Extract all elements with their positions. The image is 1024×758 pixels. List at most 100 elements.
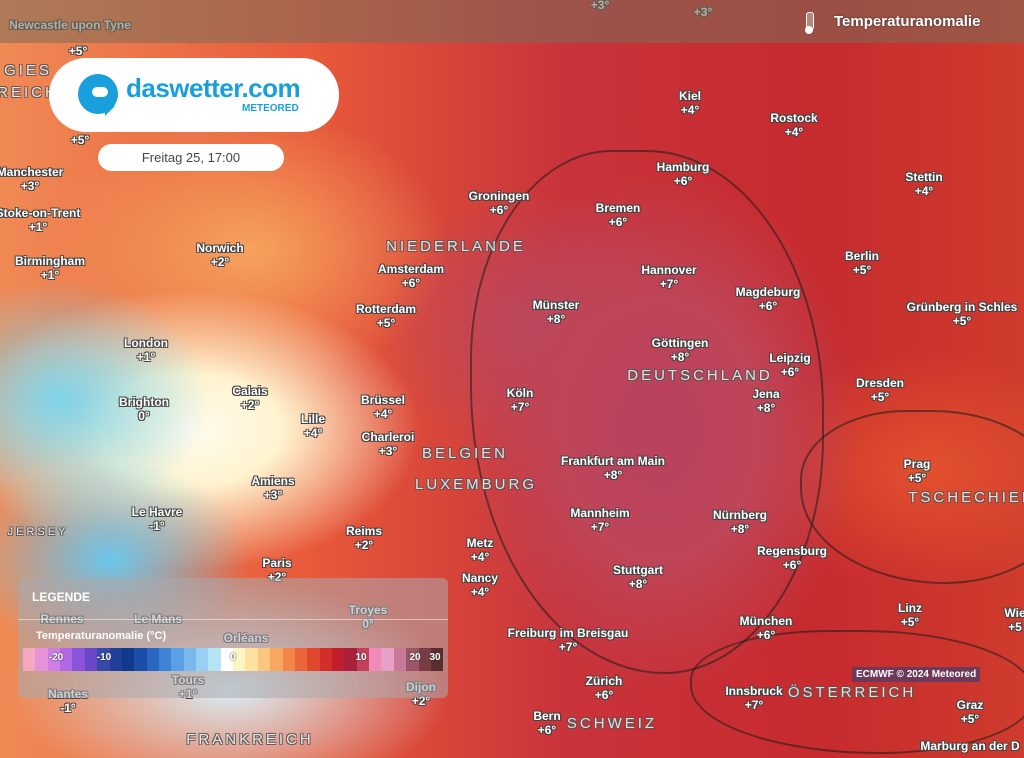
legend-swatch: [72, 648, 85, 671]
city-name: Norwich: [196, 241, 244, 255]
city-label: Bremen +6°: [596, 201, 641, 229]
legend-swatch: [319, 648, 332, 671]
legend-swatch: [97, 648, 110, 671]
city-name: Rostock: [770, 111, 818, 125]
city-name: Zürich: [585, 674, 623, 688]
city-label: Magdeburg +6°: [736, 285, 801, 313]
city-name: Amsterdam: [377, 262, 445, 276]
city-label: Marburg an der D: [920, 739, 1019, 753]
city-name: Birmingham: [14, 254, 86, 268]
credit: ECMWF © 2024 Meteored: [852, 667, 981, 682]
logo-name: daswetter.com: [126, 73, 301, 103]
legend-swatch: [23, 648, 36, 671]
city-label: Calais +2°: [232, 384, 267, 412]
legend-swatch: [220, 648, 234, 671]
logo[interactable]: daswetter.com METEORED: [49, 58, 339, 132]
legend-swatch: [307, 648, 320, 671]
city-label: Innsbruck +7°: [725, 684, 782, 712]
city-name: Bern: [533, 709, 561, 723]
legend-swatch: [121, 648, 135, 671]
city-name: Metz: [466, 536, 494, 550]
city-temperature: +5: [1008, 620, 1022, 634]
city-label: Lille +4°: [301, 412, 325, 440]
city-label: Le Havre -1°: [132, 505, 183, 533]
legend-swatch: [171, 648, 184, 671]
city-name: Marburg an der D: [920, 739, 1020, 753]
city-name: Kiel: [678, 89, 702, 103]
city-name: Brighton: [119, 395, 169, 409]
city-temperature: +5°: [70, 133, 90, 147]
city-temperature: +4°: [303, 426, 323, 440]
top-bar: Temperaturanomalie: [0, 0, 1024, 43]
city-temperature: +5°: [376, 316, 396, 330]
city-label: Jena +8°: [752, 387, 779, 415]
city-temperature: +6°: [673, 174, 693, 188]
city-temperature: +8°: [756, 401, 776, 415]
country-label: FRANKREICH: [186, 731, 314, 748]
city-label: Brüssel +4°: [361, 393, 405, 421]
legend-swatch: [430, 648, 444, 671]
city-label: Nancy +4°: [462, 571, 498, 599]
city-temperature: +6°: [780, 365, 800, 379]
legend-tick: 0: [230, 652, 236, 663]
city-label: Zürich +6°: [586, 674, 623, 702]
city-label: Metz +4°: [467, 536, 494, 564]
city-temperature: +8°: [603, 468, 623, 482]
legend-swatch: [35, 648, 48, 671]
city-temperature: +2°: [210, 255, 230, 269]
city-name: Hannover: [641, 263, 697, 277]
legend-swatch: [381, 648, 394, 671]
city-label: Regensburg +6°: [757, 544, 827, 572]
legend-swatch: [183, 648, 197, 671]
city-name: Münster: [532, 298, 580, 312]
city-label: Norwich +2°: [196, 241, 243, 269]
city-name: Regensburg: [756, 544, 828, 558]
city-temperature: +4°: [680, 103, 700, 117]
city-temperature: +5°: [852, 263, 872, 277]
city-name: Hamburg: [656, 160, 710, 174]
country-label: DEUTSCHLAND: [627, 367, 773, 384]
country-label: BELGIEN: [421, 445, 509, 462]
country-label: TSCHECHIEN: [908, 489, 1024, 506]
city-label: Berlin +5°: [845, 249, 879, 277]
city-name: Frankfurt am Main: [560, 454, 666, 468]
legend-divider: [18, 619, 448, 620]
city-temperature: +5°: [870, 390, 890, 404]
city-label: Leipzig +6°: [769, 351, 810, 379]
city-name: Reims: [345, 524, 383, 538]
city-temperature: +8°: [670, 350, 690, 364]
city-temperature: +4°: [914, 184, 934, 198]
city-name: Prag: [903, 457, 931, 471]
city-name: Grünberg in Schles: [906, 300, 1018, 314]
city-temperature: +5°: [907, 471, 927, 485]
city-label: Hamburg +6°: [657, 160, 710, 188]
city-name: Rotterdam: [355, 302, 417, 316]
country-label: REICH: [0, 84, 59, 101]
city-temperature: +5°: [900, 615, 920, 629]
legend-swatch: [208, 648, 221, 671]
city-name: Linz: [898, 601, 922, 615]
city-temperature: +3°: [20, 179, 40, 193]
city-label: Stoke-on-Trent +1°: [0, 206, 80, 234]
city-label: Freiburg im Breisgau +7°: [508, 626, 629, 654]
legend: LEGENDE Temperaturanomalie (°C) -20 -10 …: [18, 578, 448, 698]
city-label: Rotterdam +5°: [356, 302, 416, 330]
city-label: Stuttgart +8°: [613, 563, 663, 591]
city-label: Amsterdam +6°: [378, 262, 444, 290]
legend-swatch: [134, 648, 147, 671]
city-temperature: +1°: [40, 268, 60, 282]
legend-color-bar: [23, 648, 444, 671]
city-name: Wie: [1004, 606, 1024, 620]
city-name: Calais: [232, 384, 268, 398]
legend-swatch: [369, 648, 382, 671]
city-temperature: +6°: [537, 723, 557, 737]
city-name: Göttingen: [651, 336, 709, 350]
legend-swatch: [393, 648, 407, 671]
legend-swatch: [418, 648, 431, 671]
city-temperature: +7°: [558, 640, 578, 654]
city-label: +5°: [69, 44, 87, 58]
city-temperature: +6°: [758, 299, 778, 313]
legend-tick: -10: [96, 652, 112, 663]
city-label: Mannheim +7°: [570, 506, 629, 534]
city-name: Stettin: [905, 170, 943, 184]
